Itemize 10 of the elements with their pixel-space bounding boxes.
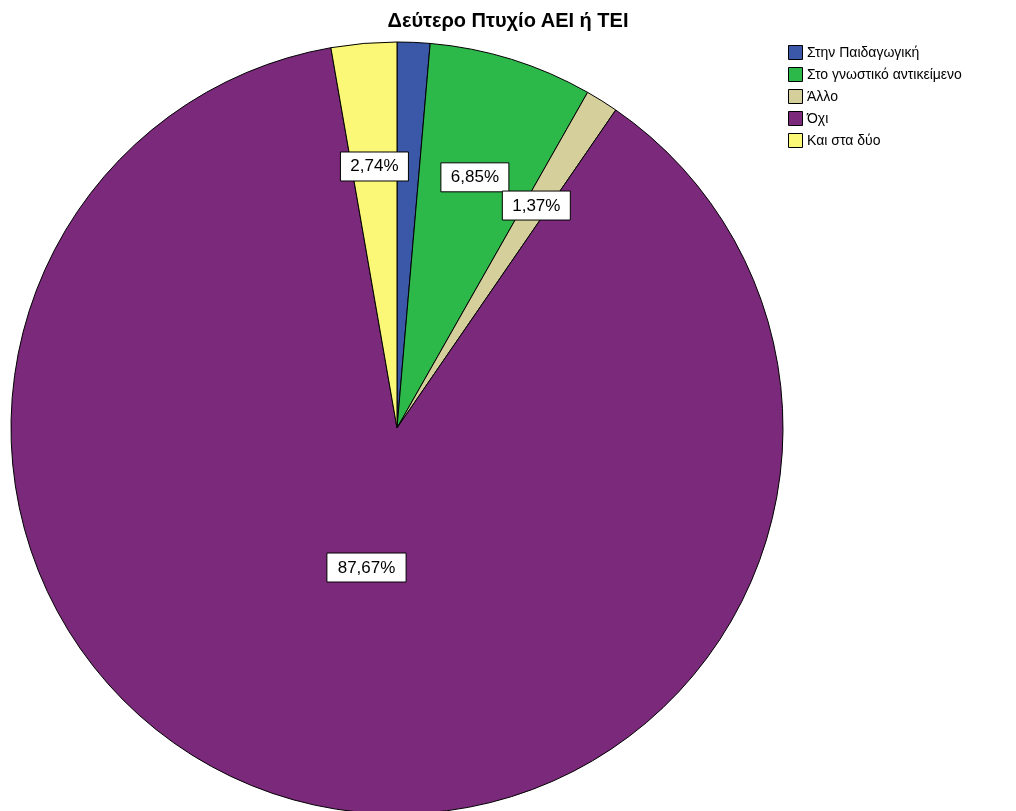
legend-label: Άλλο [807,87,839,104]
legend-label: Όχι [806,109,829,126]
data-label: 87,67% [337,557,396,577]
legend-label: Στην Παιδαγωγική [807,43,920,60]
legend-label: Και στα δύο [807,131,881,148]
data-label: 2,74% [350,156,399,176]
chart-title: Δεύτερο Πτυχίο ΑΕΙ ή ΤΕΙ [387,9,629,31]
data-label: 6,85% [450,167,499,187]
data-label: 1,37% [512,195,561,215]
legend-label: Στο γνωστικό αντικείμενο [807,65,963,82]
